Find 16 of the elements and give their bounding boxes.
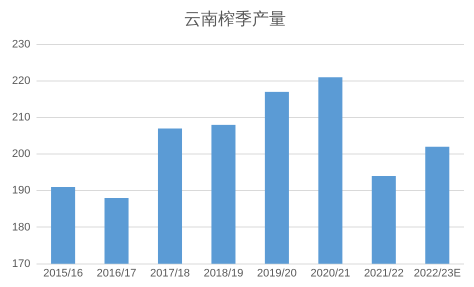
y-tick-label: 200 [12, 148, 30, 160]
y-tick-label: 230 [12, 38, 30, 50]
y-tick-label: 190 [12, 184, 30, 197]
x-tick-label: 2018/19 [204, 267, 244, 280]
y-tick-label: 210 [12, 112, 30, 124]
x-tick-label: 2015/16 [43, 267, 83, 280]
chart-title: 云南榨季产量 [184, 10, 286, 30]
x-tick-label: 2019/20 [257, 267, 297, 280]
y-tick-label: 180 [12, 221, 30, 234]
x-tick-label: 2021/22 [364, 267, 404, 280]
x-tick-label: 2017/18 [150, 267, 190, 280]
y-tick-label: 170 [12, 258, 30, 270]
x-tick-label: 2016/17 [96, 267, 136, 280]
x-tick-label: 2020/21 [310, 267, 350, 280]
x-tick-label: 2022/23E [414, 267, 461, 280]
y-tick-label: 220 [12, 75, 30, 87]
